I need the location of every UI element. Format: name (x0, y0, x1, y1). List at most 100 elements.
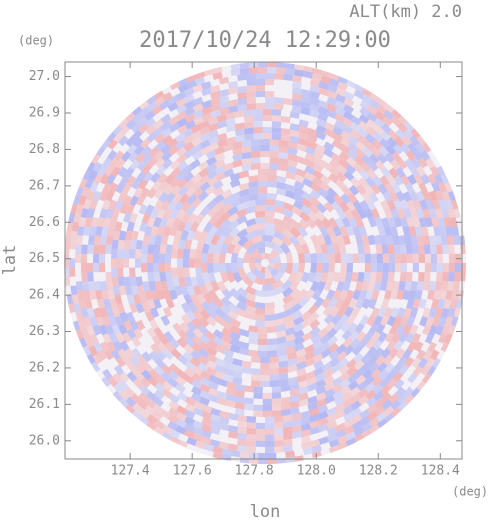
echo-cell (108, 332, 119, 344)
echo-cell (75, 203, 84, 215)
echo-cell (370, 253, 377, 263)
echo-cell (160, 120, 172, 131)
echo-cell (399, 216, 409, 228)
echo-cell (338, 243, 347, 254)
echo-cell (324, 394, 336, 405)
echo-cell (418, 253, 425, 263)
echo-cell (352, 225, 361, 237)
echo-cell (255, 84, 265, 92)
echo-cell (324, 128, 335, 138)
echo-cell (191, 143, 203, 154)
echo-cell (201, 417, 212, 426)
echo-cell (106, 174, 116, 185)
echo-cell (339, 137, 351, 148)
echo-cell (311, 444, 322, 453)
echo-cell (388, 167, 399, 179)
echo-cell (254, 276, 265, 286)
echo-cell (94, 280, 102, 291)
echo-cell (332, 272, 341, 283)
echo-cell (214, 152, 226, 162)
echo-cell (148, 146, 160, 158)
echo-cell (361, 88, 373, 98)
echo-cell (382, 263, 389, 273)
echo-cell (363, 272, 371, 282)
echo-cell (191, 173, 202, 184)
echo-cell (183, 429, 195, 439)
echo-cell (165, 217, 175, 228)
echo-cell (405, 272, 413, 282)
echo-cell (185, 396, 196, 406)
echo-cell (262, 132, 272, 140)
echo-cell (317, 187, 329, 199)
echo-cell (152, 253, 160, 263)
echo-cell (138, 179, 148, 191)
echo-cell (87, 272, 94, 282)
echo-cell (124, 166, 135, 178)
echo-cell (135, 302, 145, 314)
echo-cell (346, 366, 358, 377)
echo-cell (260, 266, 265, 274)
echo-cell (269, 380, 280, 387)
echo-cell (147, 156, 158, 168)
echo-cell (238, 170, 250, 179)
echo-cell (245, 199, 256, 208)
echo-cell (223, 367, 234, 377)
echo-cell (265, 440, 275, 448)
echo-cell (125, 118, 137, 130)
echo-cell (271, 109, 282, 116)
echo-cell (146, 327, 157, 339)
echo-cell (376, 253, 383, 263)
echo-cell (214, 165, 226, 175)
echo-cell (260, 356, 270, 364)
echo-cell (80, 307, 89, 319)
echo-cell (395, 166, 406, 178)
echo-cell (239, 62, 250, 69)
echo-cell (330, 152, 342, 163)
echo-cell (98, 190, 108, 202)
echo-cell (302, 177, 314, 188)
echo-cell (400, 253, 408, 263)
echo-cell (312, 163, 324, 173)
echo-cell (237, 92, 248, 100)
echo-cell (390, 289, 399, 301)
echo-cell (455, 298, 463, 309)
echo-cell (319, 225, 329, 237)
echo-cell (81, 281, 90, 291)
echo-cell (366, 315, 377, 327)
echo-cell (242, 275, 254, 288)
echo-cell (367, 105, 379, 116)
echo-cell (98, 324, 108, 336)
echo-cell (161, 91, 173, 102)
echo-cell (232, 153, 243, 162)
echo-cell (309, 407, 320, 417)
echo-cell (309, 109, 320, 119)
echo-cell (244, 127, 254, 135)
echo-cell (227, 212, 239, 224)
echo-cell (177, 124, 188, 135)
echo-cell (326, 289, 336, 301)
echo-cell (383, 109, 395, 121)
echo-cell (332, 132, 343, 143)
echo-cell (158, 263, 166, 273)
echo-cell (182, 351, 194, 362)
echo-cell (369, 92, 380, 103)
echo-cell (445, 225, 453, 236)
echo-cell (287, 351, 298, 361)
echo-cell (362, 368, 374, 380)
echo-cell (150, 289, 159, 301)
echo-cell (251, 249, 260, 258)
echo-cell (219, 422, 230, 431)
echo-cell (422, 307, 431, 318)
echo-cell (434, 307, 444, 319)
echo-cell (336, 351, 348, 362)
echo-cell (318, 423, 329, 433)
echo-cell (193, 400, 204, 410)
echo-cell (139, 408, 151, 420)
echo-cell (265, 205, 276, 212)
echo-cell (201, 112, 213, 122)
echo-cell (245, 292, 257, 302)
echo-cell (291, 87, 302, 95)
echo-cell (221, 313, 233, 324)
y-unit: (deg) (18, 34, 54, 48)
echo-cell (161, 151, 172, 162)
